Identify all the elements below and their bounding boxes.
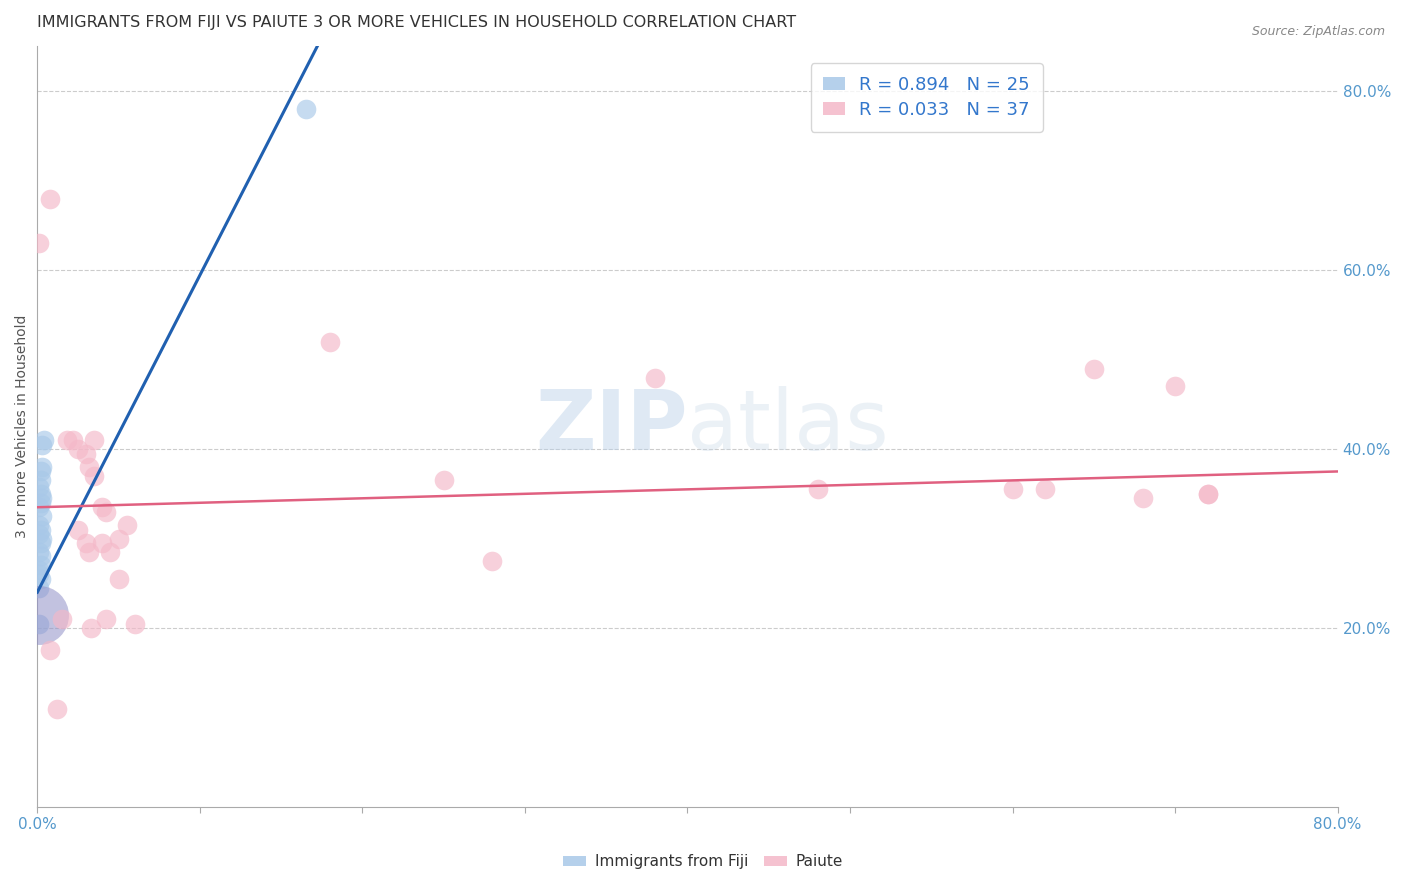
Point bbox=[94, 505, 117, 519]
Point bbox=[319, 334, 342, 349]
Point bbox=[433, 474, 456, 488]
Point bbox=[100, 545, 122, 559]
Point bbox=[83, 469, 105, 483]
Point bbox=[1083, 361, 1105, 376]
Point bbox=[28, 518, 51, 533]
Point bbox=[66, 442, 89, 456]
Point bbox=[107, 532, 129, 546]
Legend: R = 0.894   N = 25, R = 0.033   N = 37: R = 0.894 N = 25, R = 0.033 N = 37 bbox=[810, 63, 1042, 132]
Text: IMMIGRANTS FROM FIJI VS PAIUTE 3 OR MORE VEHICLES IN HOUSEHOLD CORRELATION CHART: IMMIGRANTS FROM FIJI VS PAIUTE 3 OR MORE… bbox=[38, 15, 796, 30]
Point bbox=[28, 480, 51, 494]
Point bbox=[1001, 483, 1024, 497]
Y-axis label: 3 or more Vehicles in Household: 3 or more Vehicles in Household bbox=[15, 315, 30, 539]
Point bbox=[51, 612, 73, 626]
Point bbox=[30, 523, 52, 537]
Point bbox=[91, 536, 114, 550]
Point bbox=[31, 437, 53, 451]
Point bbox=[28, 563, 51, 577]
Point bbox=[31, 509, 53, 524]
Point bbox=[1132, 491, 1154, 506]
Point bbox=[28, 545, 51, 559]
Point bbox=[644, 370, 666, 384]
Point bbox=[806, 483, 828, 497]
Point bbox=[83, 433, 105, 447]
Point bbox=[1197, 487, 1219, 501]
Point bbox=[32, 433, 55, 447]
Point bbox=[31, 532, 53, 546]
Point bbox=[28, 581, 51, 595]
Point bbox=[30, 549, 52, 564]
Point bbox=[30, 474, 52, 488]
Point bbox=[28, 567, 51, 582]
Point bbox=[94, 612, 117, 626]
Point bbox=[107, 572, 129, 586]
Text: Source: ZipAtlas.com: Source: ZipAtlas.com bbox=[1251, 25, 1385, 38]
Point bbox=[30, 487, 52, 501]
Point bbox=[294, 102, 316, 116]
Point bbox=[75, 446, 97, 460]
Point bbox=[27, 607, 49, 622]
Point bbox=[91, 500, 114, 515]
Point bbox=[28, 616, 51, 631]
Point bbox=[28, 500, 51, 515]
Point bbox=[30, 465, 52, 479]
Text: atlas: atlas bbox=[688, 386, 889, 467]
Point bbox=[124, 616, 146, 631]
Point bbox=[55, 433, 77, 447]
Point bbox=[115, 518, 138, 533]
Point bbox=[79, 545, 101, 559]
Point bbox=[481, 554, 503, 568]
Point bbox=[39, 643, 62, 657]
Point bbox=[30, 572, 52, 586]
Point bbox=[30, 536, 52, 550]
Point bbox=[1197, 487, 1219, 501]
Point bbox=[79, 460, 101, 475]
Point bbox=[31, 460, 53, 475]
Point bbox=[62, 433, 84, 447]
Point bbox=[28, 236, 51, 251]
Point bbox=[30, 496, 52, 510]
Point bbox=[75, 536, 97, 550]
Point bbox=[1033, 483, 1056, 497]
Point bbox=[66, 523, 89, 537]
Point bbox=[31, 491, 53, 506]
Legend: Immigrants from Fiji, Paiute: Immigrants from Fiji, Paiute bbox=[557, 848, 849, 875]
Text: ZIP: ZIP bbox=[536, 386, 688, 467]
Point bbox=[80, 621, 103, 635]
Point bbox=[1164, 379, 1187, 393]
Point bbox=[28, 527, 51, 541]
Point bbox=[45, 701, 67, 715]
Point bbox=[39, 192, 62, 206]
Point bbox=[30, 558, 52, 573]
